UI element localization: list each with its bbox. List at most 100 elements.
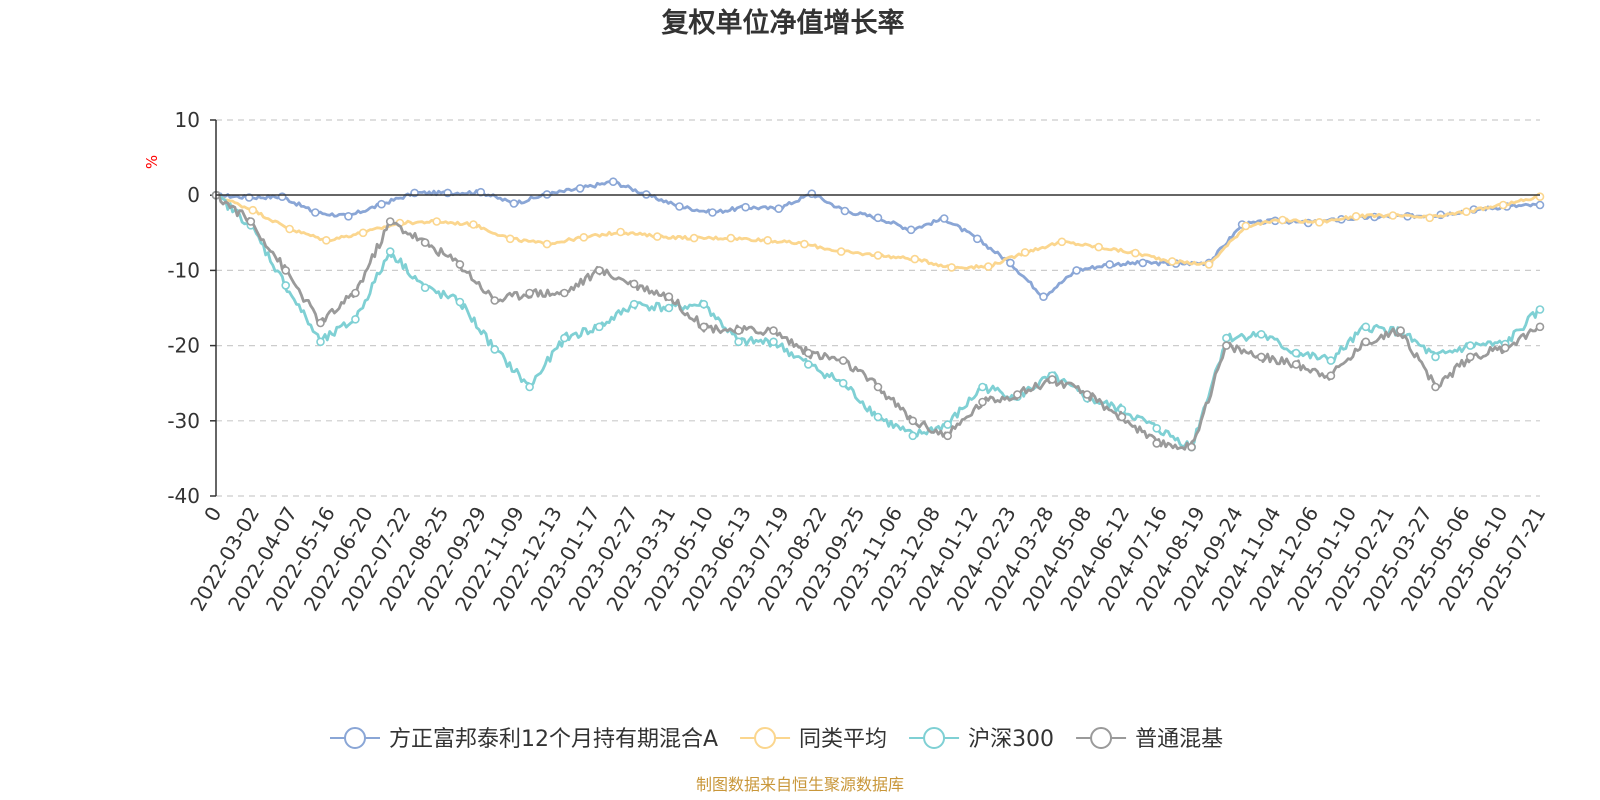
y-tick-label: -20	[167, 334, 200, 358]
series-marker	[800, 239, 809, 249]
series-marker	[358, 228, 368, 238]
series-marker	[906, 225, 916, 235]
series-marker	[525, 382, 534, 392]
series-marker	[246, 217, 256, 226]
series-marker	[741, 202, 750, 212]
series-marker	[652, 232, 662, 241]
series-marker	[542, 239, 552, 249]
series-marker	[664, 292, 674, 302]
series-marker	[1257, 352, 1266, 362]
series-marker	[1351, 212, 1361, 221]
series-marker	[1462, 207, 1471, 216]
series-marker	[285, 224, 294, 234]
series-marker	[1466, 352, 1475, 362]
series-marker	[908, 416, 918, 426]
series-marker	[910, 254, 920, 264]
y-tick-label: 0	[187, 183, 200, 207]
series-marker	[608, 177, 618, 186]
series-marker	[873, 412, 883, 422]
series-marker	[509, 199, 519, 208]
series-marker	[803, 348, 813, 358]
series-marker	[699, 322, 709, 332]
series-marker	[1072, 266, 1081, 275]
series-marker	[734, 337, 743, 347]
series-marker	[505, 234, 515, 244]
series-marker	[1535, 200, 1545, 210]
series-marker	[1388, 211, 1398, 220]
series-marker	[281, 281, 291, 290]
grid-lines	[216, 119, 1540, 497]
series-marker	[351, 314, 360, 324]
series-marker	[840, 206, 850, 216]
series-marker	[947, 263, 956, 272]
series-marker	[420, 238, 430, 247]
series-marker	[1291, 360, 1301, 369]
series-marker	[699, 299, 709, 309]
series-marker	[377, 199, 386, 209]
series-marker	[1326, 371, 1336, 381]
series-marker	[1257, 329, 1266, 339]
legend-item[interactable]: 普通混基	[1076, 727, 1223, 752]
series-marker	[689, 233, 699, 243]
series-marker	[1105, 260, 1114, 269]
legend-swatch-marker	[923, 727, 946, 749]
series-marker	[769, 326, 778, 335]
series-marker	[972, 234, 982, 244]
series-marker	[629, 279, 639, 289]
series-marker	[420, 283, 430, 293]
series-marker	[1291, 348, 1301, 358]
series-marker	[908, 431, 918, 441]
legend-label: 方正富邦泰利12个月持有期混合A	[389, 727, 718, 752]
series-marker	[1152, 423, 1161, 433]
legend: 方正富邦泰利12个月持有期混合A 同类平均 沪深300 普通混基	[330, 727, 1223, 752]
series-marker	[1535, 305, 1545, 314]
series-marker	[560, 288, 569, 298]
series-marker	[1047, 375, 1057, 384]
y-tick-label: -30	[167, 409, 200, 433]
x-tick-label: 0	[199, 503, 226, 526]
legend-swatch-marker	[344, 727, 366, 749]
series-marker	[1431, 352, 1440, 362]
series-marker	[664, 303, 674, 313]
series-marker	[316, 337, 325, 347]
series-marker	[1187, 442, 1196, 452]
series-marker	[455, 297, 465, 307]
series-marker	[1117, 412, 1127, 422]
y-tick-label: -10	[167, 258, 200, 282]
series-marker	[1039, 292, 1048, 302]
series-line	[215, 191, 1541, 449]
series-marker	[310, 208, 320, 217]
series-marker	[1326, 356, 1336, 365]
series-marker	[983, 262, 993, 271]
series-marker	[734, 326, 743, 335]
series-marker	[1361, 322, 1371, 332]
legend-label: 普通混基	[1135, 727, 1223, 752]
series-marker	[1278, 215, 1287, 225]
series-marker	[803, 360, 813, 369]
series-marker	[321, 236, 331, 245]
series-marker	[594, 266, 604, 275]
series-marker	[1500, 343, 1510, 353]
series-marker	[1013, 390, 1022, 399]
y-tick-label: -40	[167, 484, 200, 508]
series-marker	[1466, 341, 1475, 350]
series-marker	[836, 247, 846, 256]
series-marker	[1431, 382, 1440, 392]
legend-item[interactable]: 方正富邦泰利12个月持有期混合A	[330, 727, 718, 752]
series-marker	[1361, 337, 1371, 347]
series-marker	[978, 397, 987, 407]
series-marker	[675, 202, 684, 211]
series-marker	[873, 251, 883, 260]
legend-label: 同类平均	[799, 727, 887, 752]
series-marker	[1315, 218, 1324, 227]
series-marker	[1006, 258, 1015, 268]
legend-item[interactable]: 同类平均	[740, 727, 887, 752]
series-marker	[1094, 242, 1103, 252]
legend-item[interactable]: 沪深300	[909, 727, 1054, 752]
series-marker	[455, 260, 465, 269]
legend-label: 沪深300	[968, 727, 1054, 752]
series-marker	[774, 204, 784, 213]
series-marker	[248, 205, 258, 215]
series-marker	[525, 288, 534, 298]
